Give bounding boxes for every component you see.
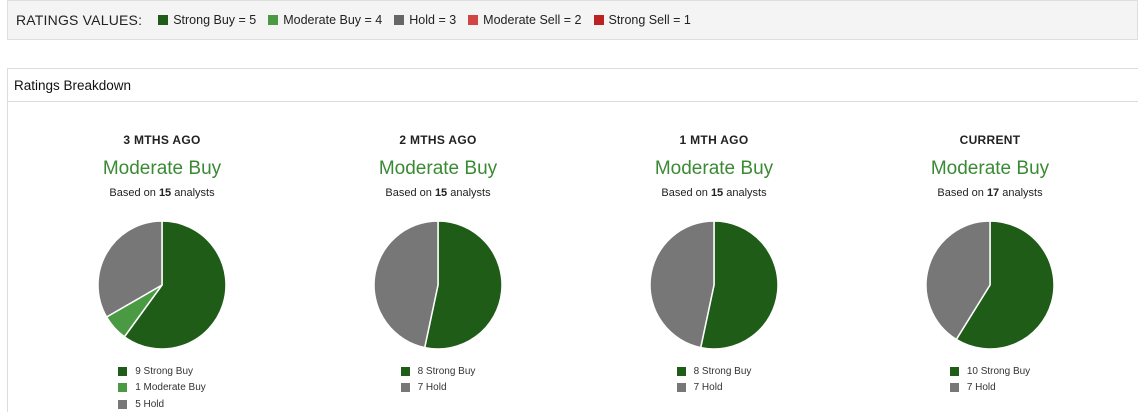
pie-legend-label: 10 Strong Buy (966, 365, 1031, 377)
pie-svg (649, 220, 779, 350)
pie-legend-swatch (676, 383, 686, 393)
consensus-rating: Moderate Buy (654, 158, 774, 179)
legend-item: Moderate Buy = 4 (268, 13, 382, 27)
pie-legend-label: 7 Hold (693, 382, 723, 394)
rating-column: 2 MTHS AGO Moderate Buy Based on 15 analys… (300, 102, 576, 412)
legend-swatch (593, 15, 604, 25)
analyst-count-text: Based on 15 analysts (300, 187, 576, 199)
pie-slice-hold[interactable] (649, 220, 715, 349)
pie-legend-swatch (118, 366, 128, 376)
pie-legend-item: 8 Strong Buy (676, 363, 752, 380)
ratings-breakdown-panel: Ratings Breakdown 3 MTHS AGO Moderate Buy… (7, 68, 1138, 412)
pie-slice-hold[interactable] (373, 220, 439, 349)
pie-svg (925, 220, 1055, 350)
pie-legend: 8 Strong Buy 7 Hold (300, 363, 576, 396)
pie-legend-item: 10 Strong Buy (949, 363, 1031, 380)
analysts-suffix: analysts (447, 187, 491, 199)
analysts-prefix: Based on (937, 187, 987, 199)
pie-slice-strong-buy[interactable] (123, 220, 227, 350)
pie-legend: 9 Strong Buy 1 Moderate Buy 5 Hold (24, 363, 300, 413)
pie-slice-strong-buy[interactable] (955, 220, 1055, 350)
legend-item: Strong Buy = 5 (158, 13, 256, 27)
pie-legend-item: 9 Strong Buy (118, 363, 206, 380)
pie-legend-item: 8 Strong Buy (400, 363, 476, 380)
legend-items: Strong Buy = 5 Moderate Buy = 4 Hold = 3 Mo… (158, 13, 703, 27)
pie-legend-label: 7 Hold (417, 382, 447, 394)
pie-legend-item: 1 Moderate Buy (118, 380, 206, 397)
analysts-prefix: Based on (661, 187, 711, 199)
pie-legend-swatch (676, 366, 686, 376)
analysts-count: 17 (986, 187, 1000, 199)
pie-slice-hold[interactable] (925, 220, 991, 341)
legend-item: Moderate Sell = 2 (468, 13, 582, 27)
pie-legend-label: 8 Strong Buy (417, 365, 476, 377)
pie-legend: 10 Strong Buy 7 Hold (852, 363, 1128, 396)
pie-legend: 8 Strong Buy 7 Hold (576, 363, 852, 396)
legend-label: Hold = 3 (409, 13, 457, 27)
legend-label: Strong Sell = 1 (608, 13, 691, 27)
pie-legend-item: 7 Hold (949, 380, 1030, 397)
pie-legend-swatch (949, 383, 959, 393)
legend-item: Hold = 3 (394, 13, 456, 27)
pie-slice-hold[interactable] (97, 220, 163, 319)
analysts-count: 15 (158, 187, 172, 199)
consensus-rating: Moderate Buy (378, 158, 498, 179)
analysts-suffix: analysts (171, 187, 215, 199)
analysts-count: 15 (710, 187, 724, 199)
panel-title: Ratings Breakdown (8, 69, 1138, 102)
consensus-rating: Moderate Buy (930, 158, 1050, 179)
pie-chart (852, 219, 1128, 351)
pie-chart (300, 219, 576, 351)
analyst-count-text: Based on 15 analysts (24, 187, 300, 199)
period-title: 3 MTHS AGO (123, 133, 201, 147)
legend-swatch (468, 15, 479, 25)
legend-title: RATINGS VALUES: (16, 12, 143, 28)
pie-chart (24, 219, 300, 351)
rating-column: 3 MTHS AGO Moderate Buy Based on 15 analys… (24, 102, 300, 412)
analysts-suffix: analysts (999, 187, 1043, 199)
pie-legend-swatch (400, 383, 410, 393)
pie-legend-swatch (400, 366, 410, 376)
ratings-values-legend: RATINGS VALUES: Strong Buy = 5 Moderate B… (7, 0, 1138, 40)
legend-label: Moderate Sell = 2 (483, 13, 582, 27)
pie-legend-label: 7 Hold (966, 382, 996, 394)
pie-legend-label: 8 Strong Buy (693, 365, 752, 377)
pie-svg (373, 220, 503, 350)
period-title: 1 MTH AGO (679, 133, 749, 147)
analysts-prefix: Based on (385, 187, 435, 199)
pie-svg (97, 220, 227, 350)
consensus-rating: Moderate Buy (102, 158, 222, 179)
rating-column: CURRENT Moderate Buy Based on 17 analysts 1… (852, 102, 1128, 412)
pie-legend-swatch (118, 383, 128, 393)
legend-swatch (268, 15, 279, 25)
legend-swatch (158, 15, 169, 25)
rating-column: 1 MTH AGO Moderate Buy Based on 15 analyst… (576, 102, 852, 412)
analysts-suffix: analysts (723, 187, 767, 199)
analyst-count-text: Based on 17 analysts (852, 187, 1128, 199)
pie-legend-label: 1 Moderate Buy (135, 382, 206, 394)
pie-legend-item: 7 Hold (676, 380, 752, 397)
period-title: CURRENT (959, 133, 1021, 147)
pie-legend-item: 7 Hold (400, 380, 476, 397)
legend-swatch (394, 15, 405, 25)
pie-slice-strong-buy[interactable] (423, 220, 503, 350)
pie-slice-strong-buy[interactable] (699, 220, 779, 350)
analysts-count: 15 (434, 187, 448, 199)
pie-legend-item: 5 Hold (118, 396, 206, 413)
analyst-count-text: Based on 15 analysts (576, 187, 852, 199)
analysts-prefix: Based on (109, 187, 159, 199)
pie-chart (576, 219, 852, 351)
pie-legend-label: 5 Hold (135, 398, 165, 410)
legend-label: Moderate Buy = 4 (283, 13, 383, 27)
pie-legend-swatch (949, 366, 959, 376)
legend-label: Strong Buy = 5 (173, 13, 257, 27)
pie-legend-label: 9 Strong Buy (135, 365, 193, 377)
period-title: 2 MTHS AGO (399, 133, 477, 147)
legend-item: Strong Sell = 1 (593, 13, 691, 27)
pie-legend-swatch (118, 399, 128, 409)
